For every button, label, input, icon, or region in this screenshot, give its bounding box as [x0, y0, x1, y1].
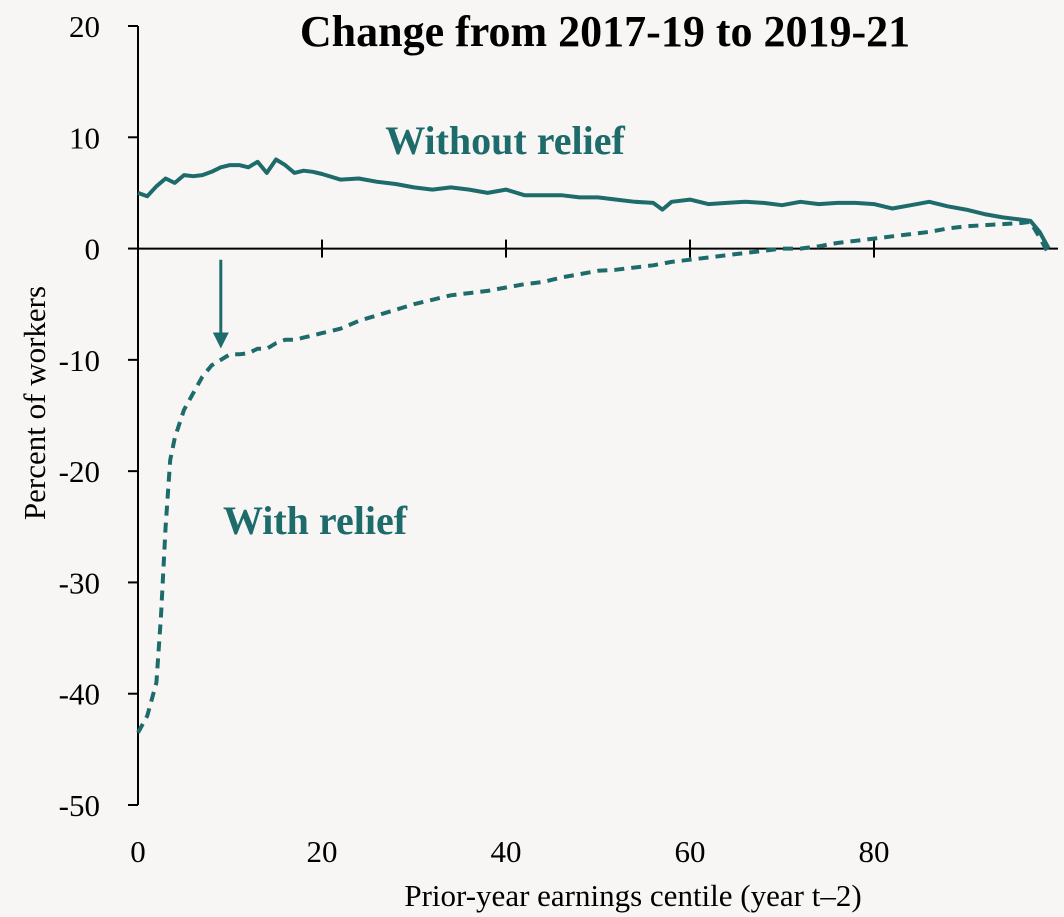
x-tick-label: 80: [859, 834, 890, 869]
x-tick-label: 40: [491, 834, 522, 869]
annotation-layer: [212, 259, 229, 349]
y-tick-label: -20: [59, 454, 100, 489]
series-layer: [136, 157, 1051, 734]
y-tick-label: -50: [59, 788, 100, 823]
y-tick-label: 0: [85, 232, 101, 267]
y-tick-label: 10: [69, 120, 100, 155]
series-line-without-relief: [137, 157, 1051, 250]
x-axis-title: Prior-year earnings centile (year t–2): [404, 878, 861, 913]
y-tick-label: 20: [69, 9, 100, 44]
y-axis-title: Percent of workers: [17, 286, 52, 520]
axes: 20 10 0 -10 -20 -30 -40 -50 0 20 40 60 80: [59, 9, 1058, 869]
y-tick-label: -10: [59, 343, 100, 378]
series-label-with-relief: With relief: [223, 498, 408, 543]
arrow-head: [212, 332, 229, 349]
x-tick-label: 20: [307, 834, 338, 869]
series-line-with-relief: [136, 219, 1051, 734]
y-tick-label: -30: [59, 565, 100, 600]
series-label-without-relief: Without relief: [385, 118, 625, 163]
y-tick-label: -40: [59, 677, 100, 712]
x-tick-label: 60: [675, 834, 706, 869]
x-tick-label: 0: [130, 834, 146, 869]
chart-title: Change from 2017-19 to 2019-21: [300, 7, 910, 56]
